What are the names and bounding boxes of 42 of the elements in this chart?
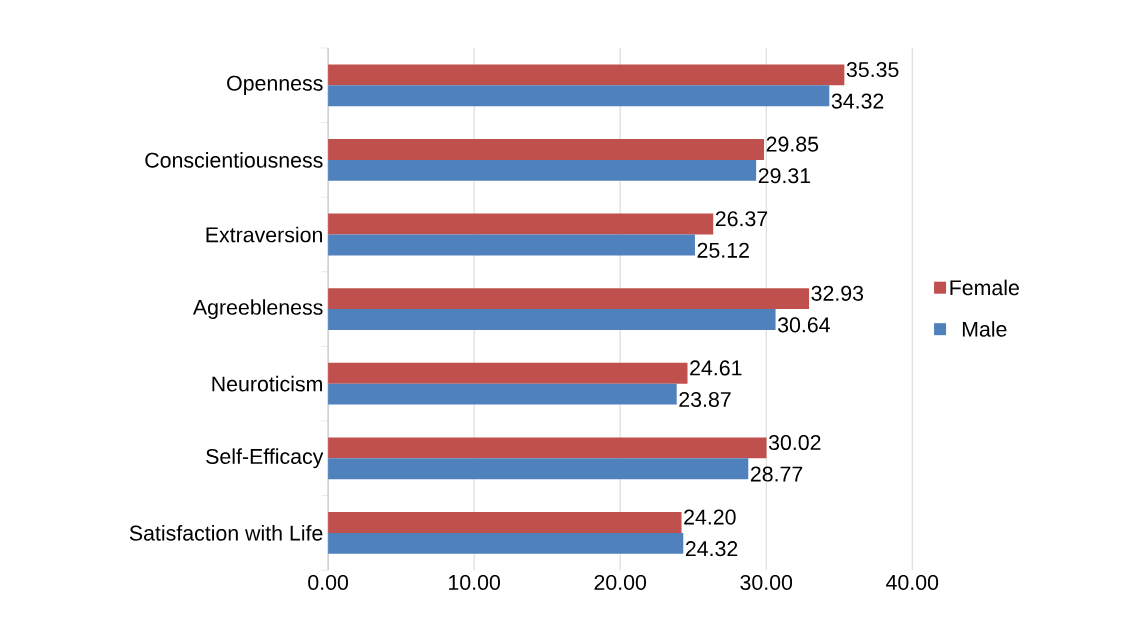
bar xyxy=(328,362,688,384)
data-label: 29.31 xyxy=(758,168,811,184)
bar xyxy=(328,159,757,181)
bar xyxy=(328,138,765,160)
bar xyxy=(328,64,845,86)
data-label: 34.32 xyxy=(831,93,884,109)
bar xyxy=(328,511,682,533)
y-tick-label: Agreebleness xyxy=(192,299,323,319)
bar xyxy=(328,532,684,554)
data-label: 30.64 xyxy=(777,317,830,333)
data-label: 28.77 xyxy=(750,466,803,482)
data-label: 23.87 xyxy=(679,391,731,407)
data-label: 35.35 xyxy=(846,61,899,77)
data-label: 24.61 xyxy=(690,360,742,376)
x-tick-label: 10.00 xyxy=(449,574,500,590)
legend-label: Male xyxy=(962,321,1007,337)
bar xyxy=(328,437,767,459)
data-label: 30.02 xyxy=(768,434,821,450)
bar xyxy=(328,309,776,330)
bar xyxy=(328,383,677,405)
y-tick-label: Neuroticism xyxy=(212,375,322,392)
bar xyxy=(328,458,749,480)
x-tick-label: 30.00 xyxy=(740,574,793,590)
data-label: 26.37 xyxy=(715,211,768,227)
x-tick-label: 20.00 xyxy=(594,574,647,590)
data-label: 24.20 xyxy=(684,509,736,525)
data-label: 32.93 xyxy=(811,285,864,301)
x-tick-label: 0.00 xyxy=(308,574,349,590)
y-tick-label: Openness xyxy=(227,75,323,95)
data-label: 29.85 xyxy=(766,136,819,152)
data-label: 25.12 xyxy=(697,242,749,258)
x-tick-label: 40.00 xyxy=(886,574,939,590)
y-tick-label: Extraversion xyxy=(206,226,322,243)
y-tick-label: Self-Efficacy xyxy=(206,448,324,469)
legend-label: Female xyxy=(950,279,1019,296)
bar xyxy=(328,85,830,107)
bar xyxy=(328,213,714,235)
bar xyxy=(328,234,695,256)
bar xyxy=(328,288,810,309)
y-tick-label: Conscientiousness xyxy=(145,151,323,168)
data-label: 24.32 xyxy=(685,541,738,557)
y-tick-label: Satisfaction with Life xyxy=(129,524,323,541)
